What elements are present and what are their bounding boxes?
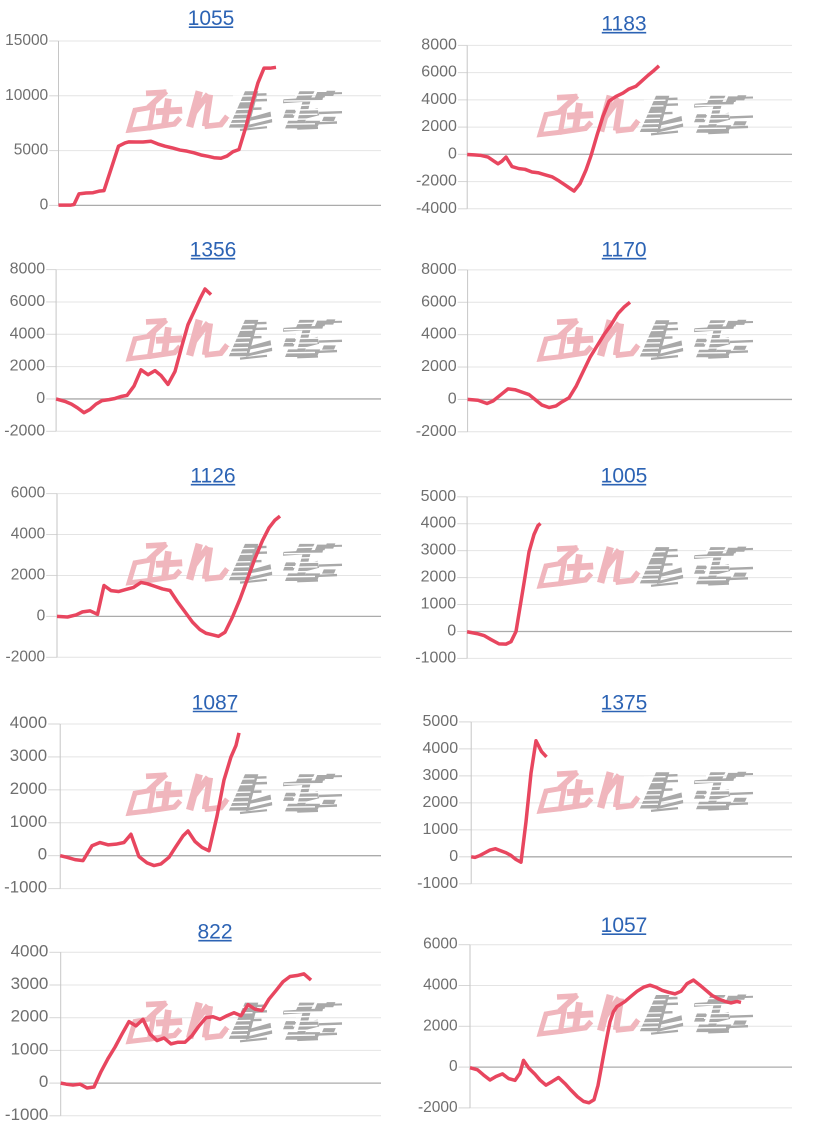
- svg-text:5000: 5000: [421, 488, 457, 505]
- svg-text:15000: 15000: [5, 32, 48, 49]
- svg-text:-2000: -2000: [4, 422, 45, 439]
- svg-text:0: 0: [40, 196, 49, 213]
- svg-text:0: 0: [37, 607, 46, 624]
- svg-text:2000: 2000: [11, 1007, 49, 1026]
- svg-text:0: 0: [448, 145, 457, 162]
- svg-text:-1000: -1000: [417, 875, 458, 892]
- svg-text:-4000: -4000: [416, 200, 457, 217]
- svg-text:3000: 3000: [421, 542, 457, 559]
- svg-text:0: 0: [38, 845, 47, 864]
- svg-text:-2000: -2000: [6, 648, 46, 665]
- svg-text:1375: 1375: [601, 691, 648, 714]
- svg-text:3000: 3000: [10, 746, 47, 765]
- svg-text:4000: 4000: [421, 515, 457, 532]
- svg-text:6000: 6000: [11, 485, 46, 502]
- svg-text:-1000: -1000: [415, 649, 456, 666]
- svg-text:6000: 6000: [421, 64, 457, 81]
- svg-text:2000: 2000: [421, 569, 457, 586]
- svg-text:4000: 4000: [11, 526, 46, 543]
- svg-text:1000: 1000: [11, 1039, 49, 1058]
- svg-text:822: 822: [197, 921, 232, 944]
- svg-text:1000: 1000: [421, 596, 457, 613]
- svg-text:4000: 4000: [423, 977, 458, 994]
- svg-text:-1000: -1000: [4, 878, 47, 897]
- svg-text:1126: 1126: [190, 465, 235, 488]
- svg-text:1087: 1087: [192, 691, 239, 714]
- svg-text:1000: 1000: [10, 812, 47, 831]
- svg-text:2000: 2000: [11, 566, 46, 583]
- svg-text:1055: 1055: [188, 7, 235, 30]
- svg-text:0: 0: [36, 390, 45, 407]
- svg-text:1183: 1183: [601, 13, 646, 36]
- svg-text:6000: 6000: [423, 936, 458, 953]
- svg-text:3000: 3000: [423, 767, 459, 784]
- svg-text:4000: 4000: [421, 326, 457, 343]
- svg-text:0: 0: [449, 1058, 458, 1075]
- svg-text:4000: 4000: [423, 740, 459, 757]
- svg-text:5000: 5000: [423, 713, 459, 730]
- svg-text:2000: 2000: [421, 118, 457, 135]
- svg-text:3000: 3000: [11, 974, 49, 993]
- svg-text:2000: 2000: [10, 358, 46, 375]
- svg-text:10000: 10000: [5, 87, 48, 104]
- svg-text:8000: 8000: [421, 261, 457, 278]
- svg-text:1005: 1005: [601, 465, 648, 488]
- svg-text:8000: 8000: [10, 261, 46, 278]
- svg-text:-2000: -2000: [416, 173, 457, 190]
- svg-text:8000: 8000: [421, 36, 457, 53]
- svg-text:0: 0: [39, 1072, 48, 1091]
- svg-text:0: 0: [449, 848, 458, 865]
- svg-text:2000: 2000: [423, 794, 459, 811]
- svg-text:6000: 6000: [10, 293, 46, 310]
- svg-text:-2000: -2000: [418, 1099, 458, 1116]
- svg-text:2000: 2000: [10, 779, 47, 798]
- svg-text:2000: 2000: [421, 358, 457, 375]
- svg-text:4000: 4000: [421, 91, 457, 108]
- svg-text:1000: 1000: [423, 821, 459, 838]
- svg-text:5000: 5000: [14, 142, 49, 159]
- svg-text:1057: 1057: [601, 914, 648, 937]
- svg-text:6000: 6000: [421, 293, 457, 310]
- svg-text:4000: 4000: [10, 713, 47, 732]
- svg-text:0: 0: [447, 622, 456, 639]
- svg-text:1170: 1170: [601, 239, 646, 262]
- svg-text:2000: 2000: [423, 1017, 458, 1034]
- svg-text:-2000: -2000: [416, 423, 457, 440]
- svg-text:-1000: -1000: [5, 1105, 48, 1124]
- svg-text:4000: 4000: [11, 941, 49, 960]
- svg-text:4000: 4000: [10, 325, 46, 342]
- svg-text:1356: 1356: [190, 239, 237, 262]
- svg-text:0: 0: [448, 390, 457, 407]
